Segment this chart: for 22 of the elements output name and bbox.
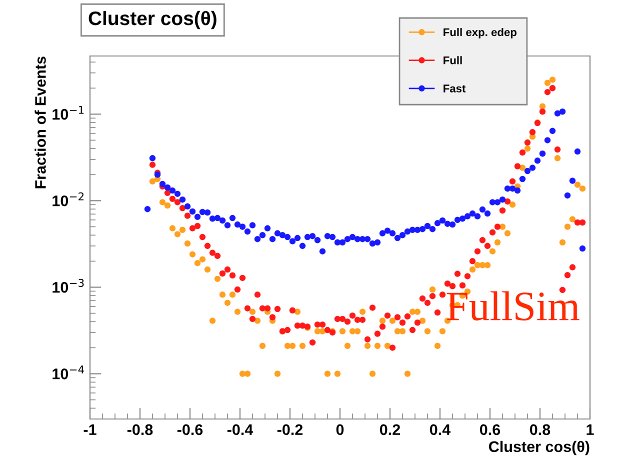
x-tick-label: 0.6 bbox=[480, 424, 500, 436]
x-tick-label: 0.2 bbox=[380, 424, 400, 436]
x-tick-label: -0.2 bbox=[277, 424, 303, 436]
chart-title: Cluster cos(θ) bbox=[88, 10, 216, 30]
x-tick-label: 0.8 bbox=[530, 424, 550, 436]
annotation: FullSim bbox=[446, 291, 580, 321]
legend-label: Fast bbox=[444, 84, 466, 92]
legend-label: Full exp. edep bbox=[444, 28, 516, 38]
y-tick-label: 10$^{−3}$ bbox=[52, 278, 84, 293]
x-tick-label: -0.4 bbox=[227, 424, 254, 436]
y-tick-label: 10$^{−2}$ bbox=[52, 192, 84, 206]
legend-label: Full bbox=[444, 56, 462, 64]
y-tick-label: 10$^{−1}$ bbox=[52, 106, 84, 120]
x-tick-label: -1 bbox=[84, 424, 96, 435]
x-tick-label: 0 bbox=[336, 424, 344, 436]
x-tick-label: 0.4 bbox=[430, 424, 451, 436]
y-axis-title: Fraction of Events bbox=[34, 56, 46, 188]
y-tick-label: 10$^{−4}$ bbox=[52, 366, 84, 380]
x-tick-label: -0.6 bbox=[177, 424, 203, 436]
x-tick-label: 1 bbox=[586, 424, 594, 435]
x-tick-label: -0.8 bbox=[127, 424, 153, 436]
x-axis-title: Cluster cos(θ) bbox=[488, 440, 590, 456]
